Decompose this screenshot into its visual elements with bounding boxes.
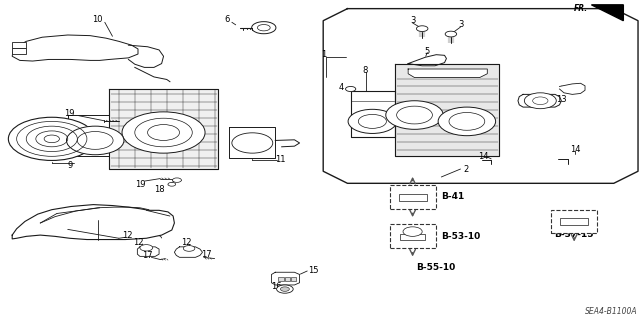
Bar <box>390 225 436 248</box>
Text: 12: 12 <box>132 238 143 247</box>
Circle shape <box>232 133 273 153</box>
Circle shape <box>140 245 153 251</box>
Bar <box>399 194 427 201</box>
Circle shape <box>524 93 556 109</box>
Text: 14: 14 <box>570 145 580 154</box>
Text: B-55-10: B-55-10 <box>417 263 456 272</box>
Polygon shape <box>559 83 585 94</box>
Bar <box>285 277 290 281</box>
Polygon shape <box>408 69 487 78</box>
Polygon shape <box>68 115 109 156</box>
Text: 17: 17 <box>142 251 153 260</box>
Polygon shape <box>351 91 396 137</box>
Polygon shape <box>591 5 623 21</box>
Text: 19: 19 <box>134 180 145 189</box>
Circle shape <box>280 287 289 291</box>
Polygon shape <box>174 247 202 257</box>
Text: 2: 2 <box>463 165 468 174</box>
Polygon shape <box>129 45 164 67</box>
Text: 8: 8 <box>362 66 367 75</box>
Text: 13: 13 <box>556 95 566 104</box>
Text: SEA4-B1100A: SEA4-B1100A <box>586 307 638 316</box>
Text: 16: 16 <box>271 282 282 291</box>
Text: 11: 11 <box>275 155 285 164</box>
Bar <box>400 234 426 240</box>
Circle shape <box>257 25 270 31</box>
Text: 17: 17 <box>201 250 212 259</box>
Bar <box>291 277 296 281</box>
Circle shape <box>445 31 457 37</box>
Circle shape <box>438 107 495 136</box>
Circle shape <box>168 182 175 186</box>
Circle shape <box>67 126 124 155</box>
Text: 5: 5 <box>425 47 430 56</box>
Circle shape <box>346 86 356 92</box>
Text: 4: 4 <box>339 83 344 92</box>
Circle shape <box>386 101 444 129</box>
Text: B-41: B-41 <box>441 192 464 202</box>
Text: 18: 18 <box>154 185 164 194</box>
Text: 9: 9 <box>67 161 72 170</box>
Text: 12: 12 <box>122 231 132 240</box>
Text: 12: 12 <box>180 238 191 247</box>
Text: 15: 15 <box>308 265 319 275</box>
Text: 10: 10 <box>93 15 103 24</box>
Polygon shape <box>396 64 499 156</box>
Polygon shape <box>408 55 447 66</box>
Text: 1: 1 <box>321 50 326 59</box>
Text: 14: 14 <box>477 152 488 161</box>
Bar <box>390 185 436 209</box>
Circle shape <box>8 117 95 160</box>
Text: FR.: FR. <box>574 4 588 13</box>
Circle shape <box>403 227 422 236</box>
Text: B-37-15: B-37-15 <box>554 230 594 239</box>
Circle shape <box>173 178 181 182</box>
Bar <box>551 210 597 233</box>
Text: 19: 19 <box>65 109 75 118</box>
Text: B-53-10: B-53-10 <box>441 232 480 241</box>
Polygon shape <box>138 247 159 256</box>
Circle shape <box>122 112 205 153</box>
Bar <box>12 42 26 48</box>
Polygon shape <box>109 89 218 169</box>
Circle shape <box>276 285 293 293</box>
Bar <box>278 277 284 281</box>
Circle shape <box>417 26 428 32</box>
Bar <box>12 48 26 54</box>
Polygon shape <box>12 204 174 240</box>
Text: 6: 6 <box>225 15 230 24</box>
Polygon shape <box>229 127 275 158</box>
Text: 3: 3 <box>458 20 463 29</box>
Circle shape <box>183 246 195 251</box>
Circle shape <box>348 109 397 133</box>
Text: 3: 3 <box>410 16 415 25</box>
Bar <box>560 218 588 225</box>
Polygon shape <box>271 272 300 285</box>
Polygon shape <box>12 35 138 61</box>
Polygon shape <box>518 94 561 107</box>
